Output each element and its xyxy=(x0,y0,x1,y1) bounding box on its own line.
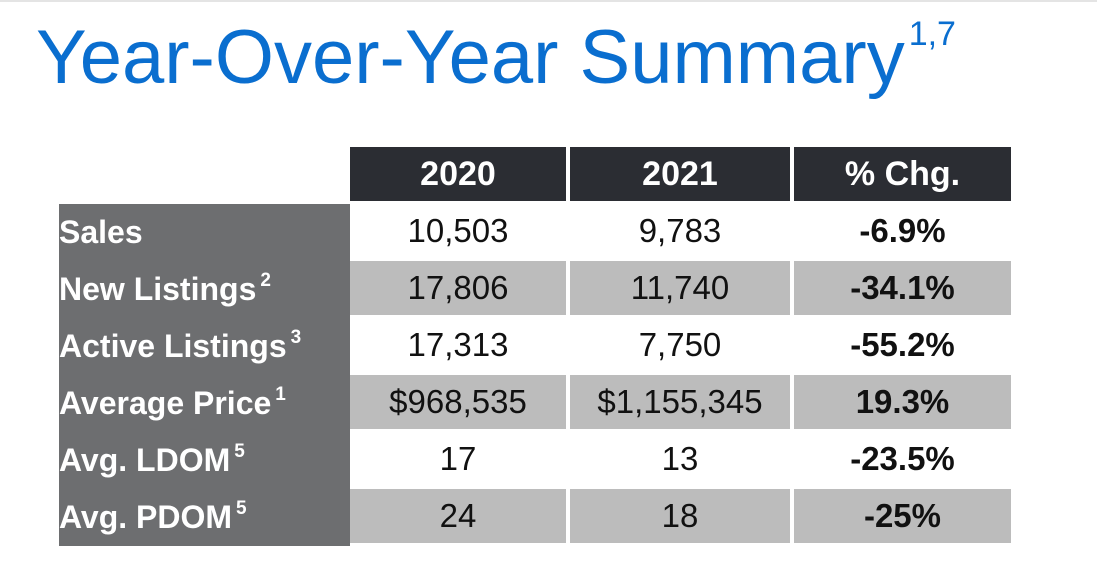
table-row: Sales 10,503 9,783 -6.9% xyxy=(59,204,1011,261)
table-row: Average Price 1 $968,535 $1,155,345 19.3% xyxy=(59,375,1011,432)
table-row: Avg. LDOM 5 17 13 -23.5% xyxy=(59,432,1011,489)
cell-2020: 17 xyxy=(350,432,570,489)
cell-2021: 9,783 xyxy=(570,204,794,261)
row-footnote: 2 xyxy=(260,270,271,291)
table-row: New Listings 2 17,806 11,740 -34.1% xyxy=(59,261,1011,318)
cell-2021: 7,750 xyxy=(570,318,794,375)
cell-pct-change: -23.5% xyxy=(794,432,1011,489)
row-label: New Listings 2 xyxy=(59,261,350,318)
title-footnote: 1,7 xyxy=(908,15,956,53)
cell-2021: 13 xyxy=(570,432,794,489)
row-label: Sales xyxy=(59,204,350,261)
cell-2020: $968,535 xyxy=(350,375,570,432)
row-label: Avg. PDOM 5 xyxy=(59,489,350,546)
cell-pct-change: -25% xyxy=(794,489,1011,546)
header-row: 2020 2021 % Chg. xyxy=(59,147,1011,204)
cell-2021: 18 xyxy=(570,489,794,546)
cell-2020: 17,313 xyxy=(350,318,570,375)
cell-pct-change: -34.1% xyxy=(794,261,1011,318)
row-label-text: Average Price xyxy=(59,385,272,421)
row-footnote: 5 xyxy=(234,441,245,462)
corner-cell xyxy=(59,147,350,204)
row-label: Active Listings 3 xyxy=(59,318,350,375)
cell-pct-change: -55.2% xyxy=(794,318,1011,375)
row-label-text: Sales xyxy=(59,214,143,250)
top-rule xyxy=(0,0,1097,2)
column-header-pct-change: % Chg. xyxy=(794,147,1011,204)
summary-table: 2020 2021 % Chg. Sales 10,503 9,783 -6.9… xyxy=(59,147,1011,546)
cell-2020: 17,806 xyxy=(350,261,570,318)
cell-2021: $1,155,345 xyxy=(570,375,794,432)
table-row: Avg. PDOM 5 24 18 -25% xyxy=(59,489,1011,546)
row-label-text: Avg. PDOM xyxy=(59,499,233,535)
row-footnote: 5 xyxy=(236,498,247,519)
row-label: Average Price 1 xyxy=(59,375,350,432)
table-row: Active Listings 3 17,313 7,750 -55.2% xyxy=(59,318,1011,375)
row-footnote: 3 xyxy=(290,327,302,348)
row-footnote: 1 xyxy=(275,384,286,405)
title-text: Year-Over-Year Summary xyxy=(36,15,905,100)
row-label-text: Active Listings xyxy=(59,328,287,364)
cell-pct-change: -6.9% xyxy=(794,204,1011,261)
column-header-2021: 2021 xyxy=(570,147,794,204)
cell-2020: 10,503 xyxy=(350,204,570,261)
row-label: Avg. LDOM 5 xyxy=(59,432,350,489)
cell-2020: 24 xyxy=(350,489,570,546)
row-label-text: New Listings xyxy=(59,271,257,307)
cell-pct-change: 19.3% xyxy=(794,375,1011,432)
page-title: Year-Over-Year Summary 1,7 xyxy=(36,8,956,122)
column-header-2020: 2020 xyxy=(350,147,570,204)
row-label-text: Avg. LDOM xyxy=(59,442,231,478)
cell-2021: 11,740 xyxy=(570,261,794,318)
